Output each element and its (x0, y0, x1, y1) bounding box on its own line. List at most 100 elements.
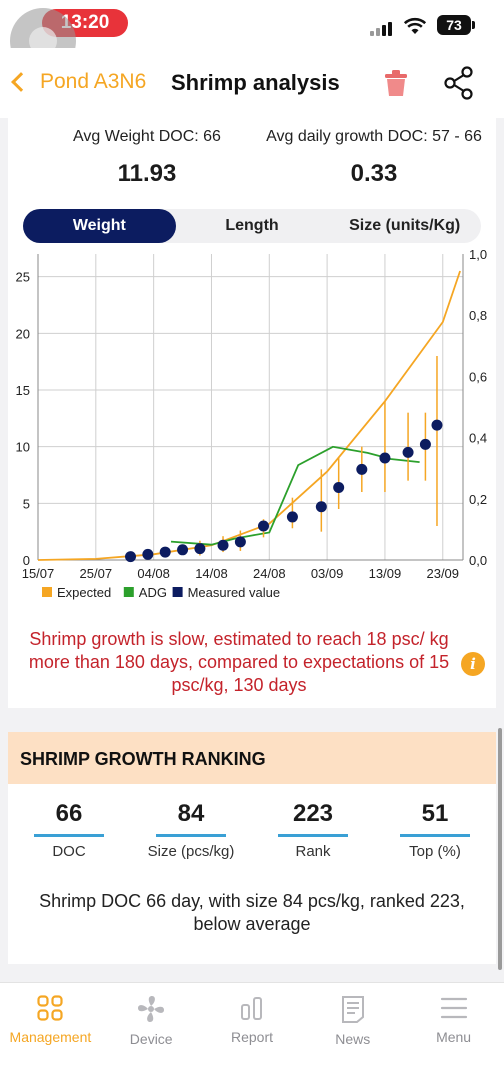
tab-label: Report (230, 1029, 273, 1045)
metric-label: Top (%) (409, 843, 461, 860)
measured-point (315, 501, 327, 513)
metric-underline (156, 834, 226, 837)
avg-daily-growth-label: Avg daily growth DOC: 57 - 66 (266, 128, 482, 145)
menu-icon (440, 997, 467, 1019)
back-label: Pond A3N6 (40, 70, 147, 93)
back-button[interactable]: Pond A3N6 (8, 70, 146, 94)
metric-tabs: Weight Length Size (units/Kg) (23, 209, 481, 243)
measured-point (419, 438, 431, 450)
bar-chart-icon (240, 997, 262, 1020)
ranking-metric: 84 Size (pcs/kg) (141, 800, 241, 860)
avg-daily-growth-stat: Avg daily growth DOC: 57 - 66 0.33 (254, 128, 494, 188)
measured-point (234, 536, 246, 548)
avg-weight-label: Avg Weight DOC: 66 (73, 128, 221, 145)
metric-label: DOC (52, 843, 86, 860)
metric-value: 84 (177, 800, 205, 827)
tab-label: News (335, 1031, 371, 1047)
y-right-tick-label: 0,6 (469, 369, 487, 384)
metric-value: 51 (421, 800, 449, 827)
tab-news[interactable]: News (302, 983, 403, 1068)
legend-label: Expected (57, 585, 111, 600)
growth-warning-message: Shrimp growth is slow, estimated to reac… (28, 629, 450, 695)
y-right-tick-label: 1,0 (469, 248, 487, 262)
legend-swatch (172, 587, 183, 597)
x-tick-label: 13/09 (369, 566, 402, 581)
x-tick-label: 23/09 (426, 566, 459, 581)
document-icon (341, 996, 364, 1023)
y-right-tick-label: 0,2 (469, 492, 487, 507)
metric-value: 223 (292, 800, 334, 827)
ranking-summary: Shrimp DOC 66 day, with size 84 pcs/kg, … (39, 891, 465, 934)
cellular-signal-icon (370, 20, 396, 36)
measured-point (379, 452, 391, 464)
measured-point (286, 511, 298, 523)
metric-underline (34, 834, 104, 837)
measured-point (431, 419, 443, 431)
battery-icon: 73 (437, 15, 475, 35)
metric-value: 66 (55, 800, 83, 827)
expected-series-line (37, 270, 461, 561)
avg-daily-growth-value: 0.33 (350, 160, 398, 187)
measured-point (356, 463, 368, 475)
y-left-tick-label: 5 (23, 496, 30, 511)
ranking-title: SHRIMP GROWTH RANKING (8, 732, 496, 784)
share-icon[interactable] (443, 66, 475, 100)
x-tick-label: 14/08 (195, 566, 228, 581)
measured-point (177, 544, 189, 556)
measured-point (194, 543, 206, 555)
scrollbar[interactable] (498, 728, 502, 970)
tab-weight[interactable]: Weight (23, 209, 176, 243)
avg-weight-stat: Avg Weight DOC: 66 11.93 (42, 128, 252, 188)
metric-label: Rank (295, 843, 331, 860)
x-tick-label: 03/09 (311, 566, 344, 581)
y-left-tick-label: 0 (23, 553, 30, 568)
x-tick-label: 04/08 (137, 566, 170, 581)
page-title: Shrimp analysis (171, 70, 340, 95)
measured-point (142, 548, 154, 560)
info-icon[interactable]: i (461, 652, 485, 676)
y-right-tick-label: 0,4 (469, 431, 487, 446)
y-right-tick-label: 0,8 (469, 308, 487, 323)
chevron-left-icon (11, 72, 31, 92)
y-left-tick-label: 20 (16, 326, 30, 341)
tab-size[interactable]: Size (units/Kg) (349, 217, 461, 234)
navigation-bar: Pond A3N6 Shrimp analysis (0, 48, 504, 118)
y-right-tick-label: 0,0 (469, 553, 487, 568)
legend-swatch (123, 587, 134, 597)
avg-weight-value: 11.93 (117, 160, 177, 187)
legend-swatch (42, 587, 52, 597)
wifi-icon (403, 17, 427, 34)
measured-point (333, 481, 345, 493)
ranking-metrics: 66 DOC 84 Size (pcs/kg) 223 Rank 51 Top … (8, 800, 496, 860)
measured-point (402, 446, 414, 458)
tab-menu[interactable]: Menu (403, 983, 504, 1068)
analysis-card: Avg Weight DOC: 66 11.93 Avg daily growt… (8, 118, 496, 708)
tab-device[interactable]: Device (101, 983, 202, 1068)
x-tick-label: 25/07 (80, 566, 113, 581)
ranking-metric: 66 DOC (19, 800, 119, 860)
status-bar: 13:20 73 (0, 0, 504, 74)
measured-point (125, 551, 137, 563)
x-tick-label: 24/08 (253, 566, 286, 581)
growth-chart: 15/07 25/07 04/08 14/08 24/08 03/09 13/09 23/09… (16, 248, 488, 600)
x-tick-label: 15/07 (22, 566, 55, 581)
legend-label: ADG (139, 585, 167, 600)
y-left-tick-label: 10 (16, 440, 30, 455)
fan-icon (138, 996, 165, 1022)
bottom-tab-bar: Management Device Report News (0, 982, 504, 1068)
tab-report[interactable]: Report (202, 983, 303, 1068)
ranking-metric: 51 Top (%) (385, 800, 485, 860)
tab-label: Menu (436, 1029, 472, 1045)
y-left-tick-label: 25 (16, 270, 30, 285)
measured-point (159, 546, 171, 558)
legend-label: Measured value (188, 585, 281, 600)
tab-length[interactable]: Length (225, 217, 279, 234)
ranking-metric: 223 Rank (263, 800, 363, 860)
growth-ranking-card: SHRIMP GROWTH RANKING 66 DOC 84 Size (pc… (8, 732, 496, 964)
tab-label: Device (129, 1031, 173, 1047)
tab-management[interactable]: Management (0, 983, 101, 1068)
metric-underline (278, 834, 348, 837)
trash-icon[interactable] (383, 68, 409, 98)
grid-icon (37, 995, 63, 1021)
measured-point (217, 539, 229, 551)
